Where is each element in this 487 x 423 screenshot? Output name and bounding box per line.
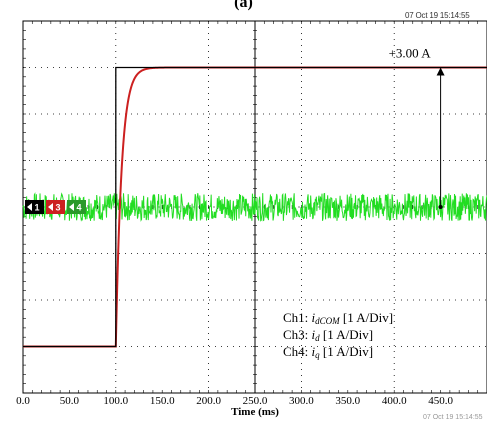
x-tick-label: 350.0 [335, 395, 360, 407]
channel-marker-label: 3 [55, 203, 60, 213]
x-tick-label: 200.0 [196, 395, 221, 407]
legend-entry: Ch3: id [1 A/Div] [283, 327, 373, 343]
x-tick-labels: 0.0 50.0 100.0 150.0 200.0 250.0 300.0 350.0 400… [16, 395, 453, 407]
annotation-anchor-dot [438, 205, 443, 209]
x-tick-label: 250.0 [243, 395, 268, 407]
series-ch4-line [22, 192, 487, 222]
channel-marker-4 [67, 200, 86, 214]
series-layer [22, 66, 487, 348]
channel-marker-1 [25, 200, 44, 214]
channel-marker-arrow-icon [48, 203, 53, 211]
channel-markers: 1 3 4 [25, 200, 86, 214]
x-axis-title: Time (ms) [231, 406, 279, 418]
channel-marker-label: 4 [76, 203, 81, 213]
footer-stamp: 07 Oct 19 15:14:55 [423, 414, 483, 421]
channel-marker-arrow-icon [69, 203, 74, 211]
figure-label: (a) [234, 0, 253, 11]
amplitude-annotation: +3.00 A [389, 46, 445, 209]
legend-entry: Ch1: idCOM [1 A/Div] [283, 310, 393, 326]
annotation-arrow-head [436, 67, 445, 76]
x-tick-label: 450.0 [428, 395, 453, 407]
timestamp: 07 Oct 19 15:14:55 [405, 11, 470, 20]
x-tick-label: 50.0 [60, 395, 80, 407]
x-tick-label: 100.0 [103, 395, 128, 407]
x-tick-label: 150.0 [150, 395, 175, 407]
x-tick-label: 400.0 [382, 395, 407, 407]
legend-entry: Ch4: iq [1 A/Div] [283, 344, 373, 360]
channel-marker-3 [46, 200, 65, 214]
legend: Ch1: idCOM [1 A/Div]Ch3: id [1 A/Div]Ch4… [283, 310, 393, 360]
series-ch1-line [23, 66, 487, 348]
channel-marker-arrow-icon [27, 203, 32, 211]
x-tick-label: 0.0 [16, 395, 30, 407]
x-tick-label: 300.0 [289, 395, 314, 407]
annotation-label: +3.00 A [389, 46, 432, 61]
channel-marker-label: 1 [34, 203, 39, 213]
